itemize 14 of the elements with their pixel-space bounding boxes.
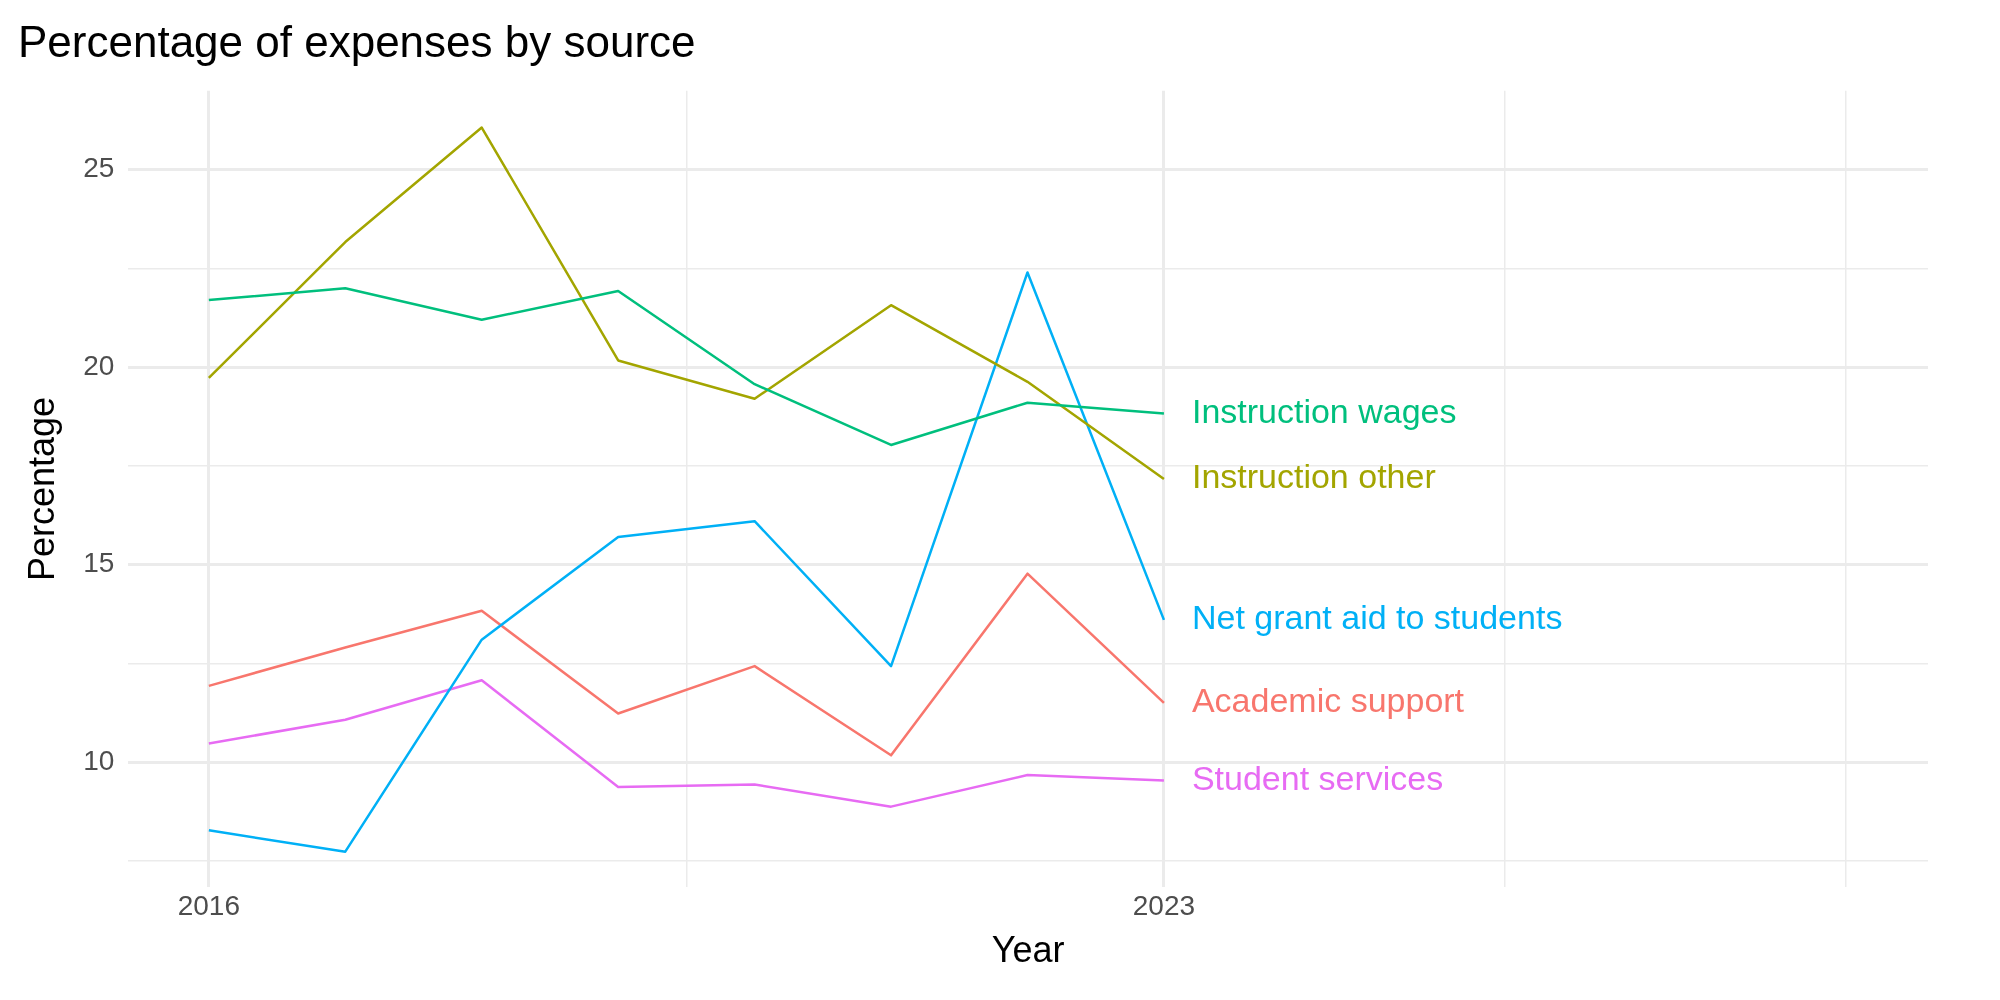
y-tick-label: 25 [83,152,115,184]
series-label: Student services [1191,758,1444,797]
x-axis-title: Year [991,929,1065,971]
y-tick-label: 15 [83,547,115,579]
x-tick-label: 2023 [1132,889,1196,921]
y-tick-label: 20 [83,349,115,381]
series-label: Instruction other [1191,457,1436,496]
y-axis-title: Percentage [20,396,62,582]
chart-title: Percentage of expenses by source [18,16,696,66]
series-label: Academic support [1191,681,1465,720]
y-tick-label: 10 [83,744,115,776]
series-label: Instruction wages [1191,391,1457,430]
series-label: Net grant aid to students [1191,598,1563,637]
x-tick-label: 2016 [177,889,240,921]
